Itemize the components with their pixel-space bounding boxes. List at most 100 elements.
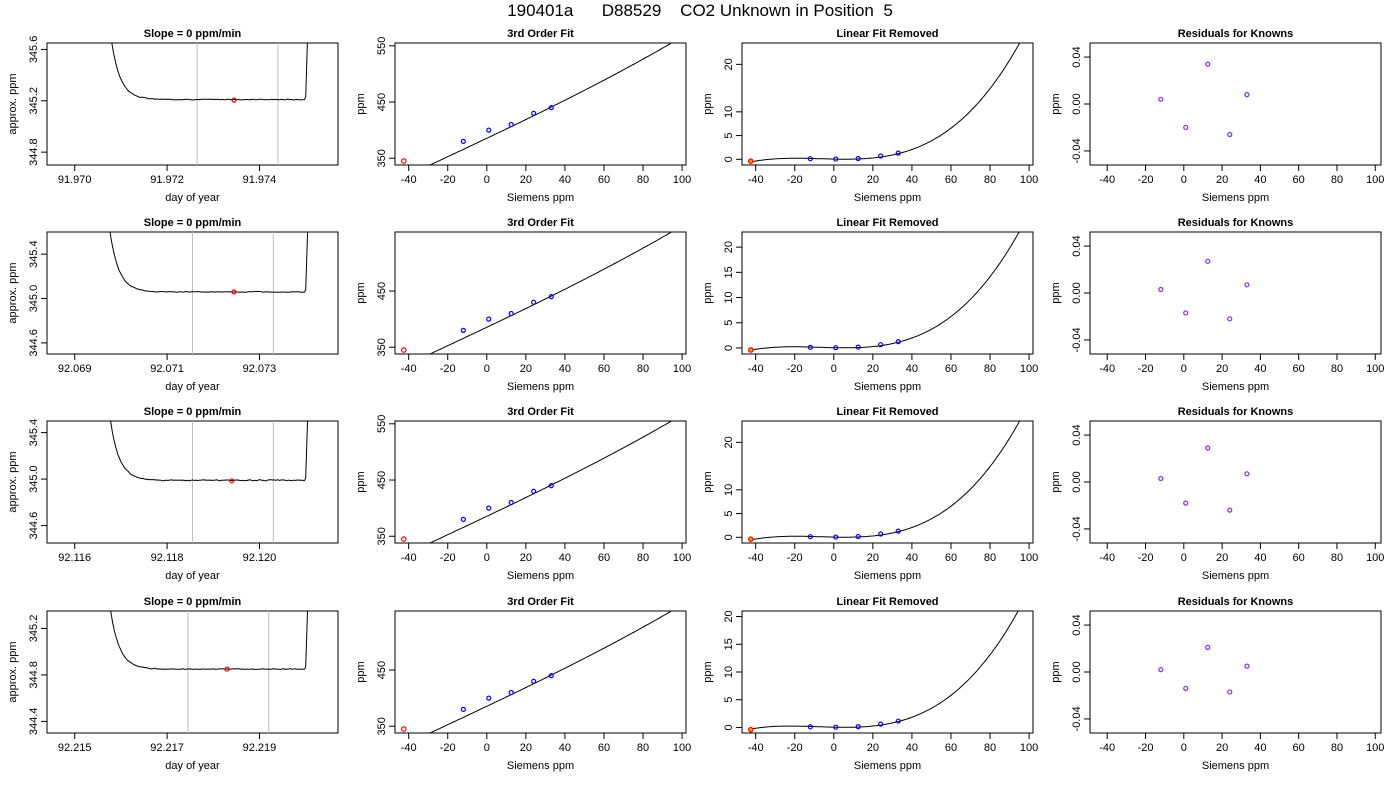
x-tick-label: -40 bbox=[1099, 742, 1115, 754]
y-axis-label: ppm bbox=[1050, 661, 1062, 682]
panel-title: Residuals for Knowns bbox=[1178, 28, 1294, 40]
known-point bbox=[855, 344, 861, 350]
y-tick-label: 0 bbox=[723, 534, 735, 540]
y-tick-label: 0 bbox=[723, 724, 735, 730]
x-tick-label: 100 bbox=[1020, 742, 1038, 754]
y-tick-label: 550 bbox=[376, 415, 388, 433]
known-point bbox=[460, 138, 466, 144]
x-tick-label: 100 bbox=[673, 742, 691, 754]
y-tick-label: 0.00 bbox=[1071, 661, 1083, 682]
y-axis-label: ppm bbox=[355, 471, 367, 492]
x-axis-label: Siemens ppm bbox=[507, 381, 574, 393]
y-tick-label: 15 bbox=[723, 266, 735, 278]
x-tick-label: 100 bbox=[1020, 174, 1038, 186]
x-tick-label: 40 bbox=[559, 552, 571, 564]
x-axis-label: day of year bbox=[165, 381, 220, 393]
x-tick-label: 100 bbox=[1020, 552, 1038, 564]
y-tick-label: -0.04 bbox=[1071, 138, 1083, 163]
x-tick-label: 80 bbox=[1331, 552, 1343, 564]
panel-title: 3rd Order Fit bbox=[507, 596, 574, 608]
unknown-marker bbox=[231, 289, 237, 295]
y-tick-label: 0.04 bbox=[1071, 46, 1083, 67]
x-tick-label: -20 bbox=[440, 742, 456, 754]
x-tick-label: 100 bbox=[1366, 552, 1384, 564]
plot-frame bbox=[1089, 420, 1382, 544]
known-point bbox=[878, 153, 884, 159]
plot-area bbox=[400, 421, 673, 543]
x-tick-label: 60 bbox=[598, 363, 610, 375]
series-line bbox=[109, 232, 309, 293]
x-tick-label: 92.071 bbox=[150, 363, 184, 375]
plot-frame bbox=[394, 610, 687, 734]
x-tick-label: -20 bbox=[787, 742, 803, 754]
x-tick-label: 20 bbox=[867, 363, 879, 375]
y-tick-label: 0.00 bbox=[1071, 93, 1083, 114]
y-tick-label: 450 bbox=[376, 661, 388, 679]
panel-linear-row-3: Linear Fit Removed -40 -20 0 20 40 60 80 100 0 5 10… bbox=[702, 406, 1038, 582]
panel-title: Slope = 0 ppm/min bbox=[144, 596, 242, 608]
y-axis-label: ppm bbox=[355, 93, 367, 114]
y-axis-label: ppm bbox=[702, 282, 714, 303]
unknown-point bbox=[747, 347, 754, 353]
y-tick-label: 345.4 bbox=[28, 240, 40, 268]
x-tick-label: 91.974 bbox=[243, 174, 277, 186]
residual-point bbox=[1244, 471, 1250, 477]
y-tick-label: 5 bbox=[723, 133, 735, 139]
fit-curve bbox=[751, 43, 1021, 163]
known-point bbox=[460, 327, 466, 333]
known-point bbox=[807, 534, 813, 540]
residual-point bbox=[1183, 500, 1189, 506]
panel-timeseries-row-4: Slope = 0 ppm/min 92.215 92.217 92.219 344.4… bbox=[7, 596, 339, 772]
x-tick-label: 40 bbox=[1254, 174, 1266, 186]
plot-frame bbox=[741, 231, 1034, 355]
x-axis-label: Siemens ppm bbox=[1202, 760, 1269, 772]
known-point bbox=[833, 534, 839, 540]
residual-point bbox=[1227, 507, 1233, 513]
x-tick-label: 80 bbox=[637, 174, 649, 186]
plot-area bbox=[400, 43, 673, 165]
y-tick-label: 345.4 bbox=[28, 419, 40, 447]
x-tick-label: 0 bbox=[484, 363, 490, 375]
x-tick-label: 91.970 bbox=[58, 174, 92, 186]
panel-timeseries-row-3: Slope = 0 ppm/min 92.116 92.118 92.120 344.6… bbox=[7, 406, 339, 582]
x-tick-label: 80 bbox=[1331, 174, 1343, 186]
x-tick-label: 20 bbox=[520, 742, 532, 754]
x-tick-label: 80 bbox=[984, 742, 996, 754]
plot-area bbox=[110, 611, 309, 733]
known-point bbox=[833, 345, 839, 351]
x-tick-label: 40 bbox=[906, 742, 918, 754]
x-tick-label: 92.116 bbox=[58, 552, 91, 564]
y-tick-label: -0.04 bbox=[1071, 327, 1083, 352]
known-point bbox=[878, 721, 884, 727]
plot-area bbox=[747, 43, 1021, 165]
x-tick-label: 20 bbox=[1216, 363, 1228, 375]
x-tick-label: 92.215 bbox=[58, 742, 92, 754]
residual-point bbox=[1183, 124, 1189, 131]
x-axis-label: Siemens ppm bbox=[854, 760, 921, 772]
residual-point bbox=[1244, 282, 1250, 288]
figure-title: 190401a D88529 CO2 Unknown in Position 5 bbox=[507, 1, 893, 20]
x-axis-label: Siemens ppm bbox=[507, 570, 574, 582]
y-tick-label: 450 bbox=[376, 471, 388, 489]
y-tick-label: 550 bbox=[376, 37, 388, 55]
plot-frame bbox=[46, 42, 339, 166]
x-tick-label: 92.073 bbox=[243, 363, 277, 375]
y-axis-label: approx. ppm bbox=[7, 73, 19, 134]
plot-frame bbox=[1089, 42, 1382, 166]
x-axis-label: Siemens ppm bbox=[854, 570, 921, 582]
x-tick-label: -20 bbox=[787, 552, 803, 564]
x-tick-label: -20 bbox=[1138, 363, 1154, 375]
x-tick-label: 60 bbox=[945, 742, 957, 754]
y-tick-label: 10 bbox=[723, 106, 735, 118]
known-point bbox=[486, 316, 492, 322]
y-tick-label: 345.0 bbox=[28, 465, 40, 493]
y-tick-label: 0.04 bbox=[1071, 424, 1083, 445]
panel-fit-row-1: 3rd Order Fit -40 -20 0 20 40 60 80 100 350 450 550… bbox=[355, 28, 691, 204]
y-tick-label: 350 bbox=[376, 717, 388, 735]
x-tick-label: 0 bbox=[831, 174, 837, 186]
known-point bbox=[508, 689, 514, 696]
y-tick-label: -0.04 bbox=[1071, 706, 1083, 731]
panel-title: 3rd Order Fit bbox=[507, 406, 574, 418]
y-tick-label: 20 bbox=[723, 610, 735, 622]
unknown-marker bbox=[231, 97, 237, 103]
